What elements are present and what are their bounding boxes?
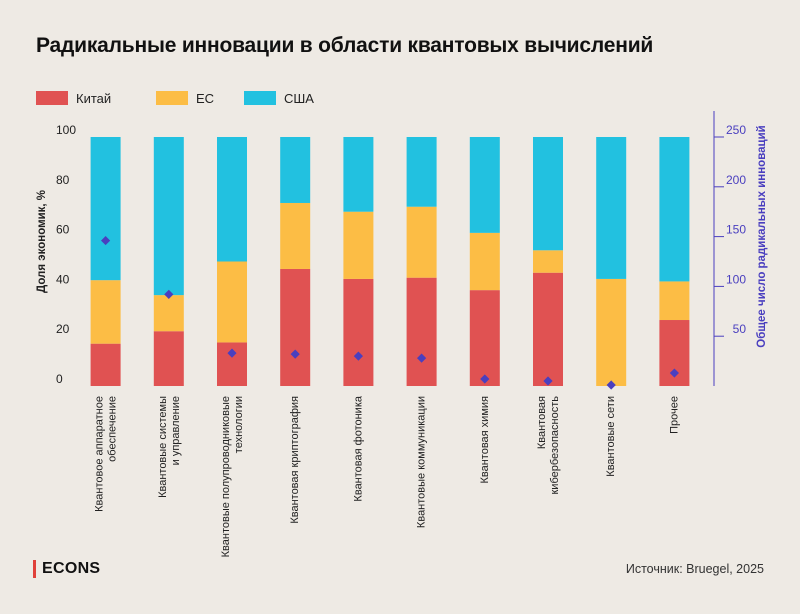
bar-segment-eu-7	[533, 250, 563, 273]
bar-segment-usa-4	[343, 137, 374, 212]
x-category-label-line: Квантовая фотоника	[352, 395, 364, 501]
bar-segment-usa-1	[153, 137, 184, 296]
y-tick-label-80: 80	[56, 173, 70, 187]
bar-segment-usa-6	[469, 137, 500, 233]
bar-segment-usa-5	[406, 137, 437, 207]
bar-segment-eu-0	[90, 280, 121, 344]
bar-segment-eu-5	[406, 206, 437, 278]
legend-item-eu: ЕС	[156, 88, 214, 108]
bar-segment-eu-1	[153, 295, 184, 332]
econs-logo: ECONS	[33, 558, 100, 580]
innovation-count-marker-4	[353, 351, 363, 361]
bar-segment-eu-2	[217, 261, 247, 343]
bar-segment-china-5	[406, 277, 437, 386]
bar-segment-usa-8	[596, 137, 627, 279]
bar-segment-usa-3	[280, 137, 311, 203]
legend-swatch-eu	[156, 91, 188, 105]
x-category-label-line: Квантовая химия	[479, 396, 491, 484]
x-category-label-3: Квантовая криптография	[289, 396, 301, 524]
legend-label-china: Китай	[76, 90, 112, 106]
right-axis-tick-label-250: 250	[726, 123, 746, 137]
y-tick-label-20: 20	[56, 322, 70, 336]
y-axis-title: Доля экономик, %	[36, 190, 48, 293]
source-note: Источник: Bruegel, 2025	[625, 562, 764, 576]
bar-segment-eu-8	[596, 278, 627, 386]
x-category-label-line: Квантовая криптография	[289, 396, 301, 524]
bar-segment-eu-4	[343, 211, 374, 279]
x-category-label-line: Квантовая	[536, 396, 548, 449]
y-tick-label-100: 100	[56, 123, 76, 137]
bar-segment-china-4	[343, 278, 374, 386]
legend-swatch-china	[36, 91, 68, 105]
x-category-label-line: Квантовое аппаратное	[94, 396, 106, 512]
y-tick-label-0: 0	[56, 372, 63, 386]
innovation-count-marker-8	[606, 380, 616, 390]
x-category-label-line: Квантовые системы	[157, 396, 169, 498]
bar-segment-eu-3	[280, 202, 311, 269]
x-category-label-9: Прочее	[668, 396, 680, 434]
y-tick-label-60: 60	[56, 223, 70, 237]
x-category-label-line: Прочее	[668, 396, 680, 434]
legend-label-usa: США	[284, 90, 314, 106]
innovation-count-marker-1	[164, 289, 174, 299]
right-axis-title: Общее число радикальных инноваций	[756, 125, 768, 347]
x-category-label-line: обеспечение	[107, 396, 119, 462]
x-category-label-8: Квантовые сети	[605, 396, 617, 477]
x-category-label-line: и управление	[170, 396, 182, 465]
logo-text: ECONS	[42, 560, 101, 577]
bar-segment-china-0	[90, 343, 121, 386]
bar-segment-eu-9	[659, 281, 690, 321]
x-category-label-6: Квантовая химия	[479, 396, 491, 484]
bar-segment-china-6	[469, 290, 500, 386]
x-category-label-1: Квантовые системыи управление	[157, 396, 182, 498]
innovation-count-marker-9	[669, 368, 679, 378]
bar-segment-usa-2	[217, 137, 247, 262]
innovation-count-marker-6	[480, 374, 490, 384]
innovation-count-marker-5	[417, 353, 427, 363]
x-category-label-5: Квантовые коммуникации	[416, 396, 428, 528]
right-axis-tick-label-100: 100	[726, 272, 746, 286]
legend-label-eu: ЕС	[196, 90, 215, 106]
x-category-label-line: Квантовые полупроводниковые	[220, 396, 232, 557]
x-category-label-7: Квантоваякибербезопасность	[536, 396, 561, 495]
right-axis-tick-label-50: 50	[733, 322, 747, 336]
legend-swatch-usa	[244, 91, 276, 105]
x-category-label-line: Квантовые коммуникации	[416, 396, 428, 528]
chart-title: Радикальные инновации в области квантовы…	[36, 34, 654, 57]
innovation-count-marker-7	[543, 376, 553, 386]
right-axis-tick-label-200: 200	[726, 173, 746, 187]
bar-segment-usa-7	[533, 137, 563, 251]
x-category-label-line: кибербезопасность	[549, 396, 561, 495]
x-category-label-line: Квантовые сети	[605, 396, 617, 477]
x-category-label-2: Квантовые полупроводниковыетехнологии	[220, 396, 245, 557]
innovation-count-marker-0	[101, 235, 111, 246]
logo-bar	[33, 560, 36, 578]
x-category-label-line: технологии	[233, 396, 245, 453]
bar-segment-china-7	[533, 272, 563, 386]
innovation-count-marker-2	[227, 348, 237, 358]
right-axis-tick-label-150: 150	[726, 223, 746, 237]
bar-segment-usa-0	[90, 137, 121, 281]
bar-segment-usa-9	[659, 137, 690, 282]
innovation-count-marker-3	[290, 349, 300, 359]
bar-segment-china-1	[153, 331, 184, 386]
legend-item-usa: США	[244, 88, 314, 108]
x-category-label-4: Квантовая фотоника	[352, 395, 364, 501]
y-tick-label-40: 40	[56, 272, 70, 286]
legend-item-china: Китай	[36, 88, 111, 108]
bar-segment-eu-6	[469, 232, 500, 291]
x-category-label-0: Квантовое аппаратноеобеспечение	[94, 396, 119, 512]
bar-segment-china-3	[280, 268, 311, 386]
